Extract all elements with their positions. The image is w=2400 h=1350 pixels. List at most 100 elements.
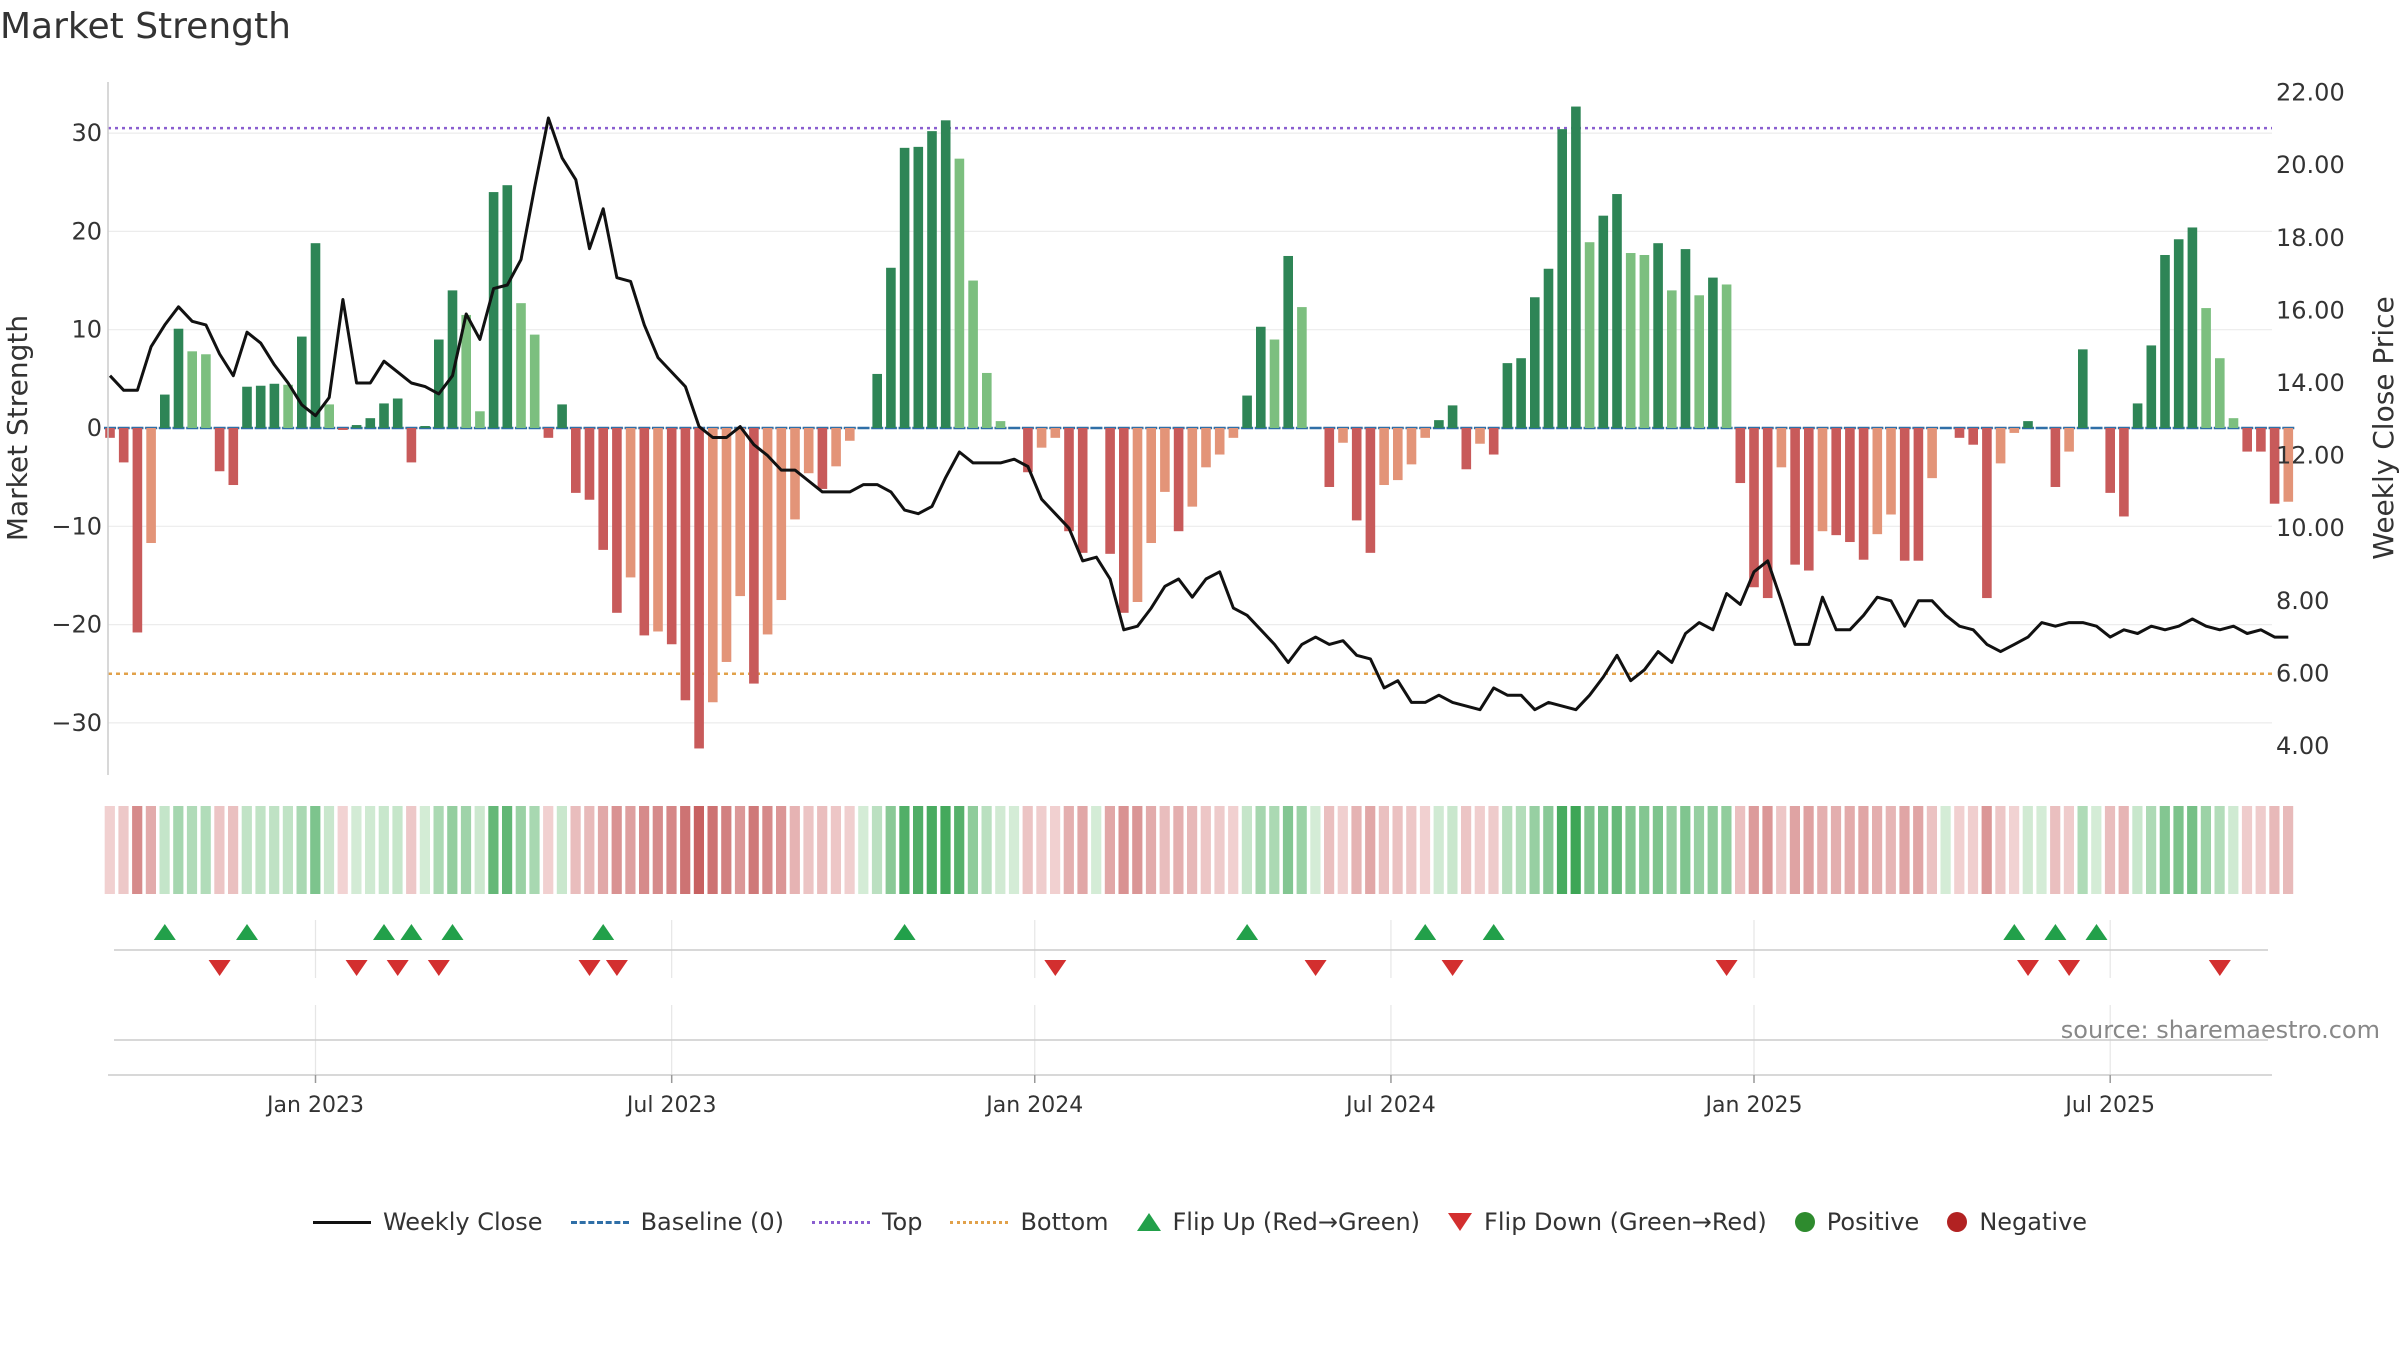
heat-cell: [255, 806, 266, 894]
heat-cell: [1721, 806, 1732, 894]
heat-cell: [351, 806, 362, 894]
heat-cell: [967, 806, 978, 894]
legend-line-icon: [312, 1220, 371, 1224]
heat-cell: [1118, 806, 1129, 894]
heat-cell: [1885, 806, 1896, 894]
strength-bar: [1201, 428, 1211, 468]
heat-cell: [1488, 806, 1499, 894]
strength-bar: [2050, 428, 2061, 487]
strength-bar: [1269, 339, 1280, 428]
strength-bar: [1995, 428, 2006, 464]
heat-cell: [104, 806, 115, 894]
heat-cell: [296, 806, 307, 894]
heat-cell: [707, 806, 718, 894]
green-dot-icon: [1794, 1212, 1815, 1232]
heat-cell: [680, 806, 691, 894]
heat-cell: [474, 806, 485, 894]
legend-label: Negative: [1979, 1208, 2088, 1236]
heat-cell: [1050, 806, 1061, 894]
strength-bar: [1050, 428, 1061, 438]
strength-bar: [1119, 428, 1129, 613]
flip-up-marker: [1414, 924, 1437, 940]
legend-dotted-icon: [811, 1220, 870, 1224]
strength-bar: [420, 426, 430, 428]
heat-cell: [460, 806, 472, 894]
heat-cell: [1036, 806, 1047, 894]
heat-cell: [817, 806, 828, 894]
strength-bar: [297, 336, 307, 428]
heat-cell: [1255, 806, 1266, 894]
flip-markers: [114, 924, 2268, 1041]
heat-cell: [570, 806, 581, 894]
strength-bar: [516, 303, 526, 428]
strength-bar: [529, 334, 540, 428]
heat-cell: [1502, 806, 1513, 894]
flip-down-marker: [605, 960, 628, 976]
heat-cell: [1967, 806, 1979, 894]
strength-bar: [639, 428, 650, 636]
strength-bar: [1653, 243, 1663, 428]
strength-bar: [1584, 242, 1595, 428]
strength-bar: [201, 354, 211, 428]
heat-cell: [488, 806, 499, 894]
heat-cell: [1351, 806, 1362, 894]
weekly-close-line: [108, 116, 2289, 712]
heat-cell: [871, 806, 883, 894]
flip-down-marker: [345, 960, 368, 976]
strength-bar: [2187, 227, 2198, 428]
heat-cell: [1899, 806, 1910, 894]
left-tick-label: 10: [71, 316, 102, 344]
x-tick-label: Jan 2024: [984, 1093, 1083, 1118]
heat-cell: [899, 806, 910, 894]
strength-bar: [735, 428, 745, 597]
heat-cell: [515, 806, 526, 894]
strength-bar: [1721, 284, 1732, 428]
strength-bar: [1283, 255, 1293, 428]
heat-cell: [1954, 806, 1965, 894]
strength-bar: [269, 383, 280, 428]
left-axis: 30 20 10 0 −10 −20 −30: [51, 82, 109, 775]
strength-bar: [434, 339, 444, 428]
heat-cell: [132, 806, 143, 894]
flip-up-marker: [236, 924, 258, 940]
right-tick-label: 16.00: [2276, 296, 2345, 324]
heat-cell: [365, 806, 376, 894]
legend-item-positive: Positive: [1794, 1208, 1919, 1236]
strength-bar: [1420, 428, 1430, 438]
strength-bar: [1475, 428, 1485, 444]
strength-bar: [625, 428, 636, 578]
right-tick-label: 22.00: [2276, 79, 2345, 107]
heat-cell: [1926, 806, 1937, 894]
strength-bar: [708, 428, 718, 703]
strength-bar: [817, 428, 828, 489]
strength-bar: [1516, 358, 1526, 428]
strength-bar: [1365, 428, 1376, 553]
heat-cell: [241, 806, 252, 894]
strength-bar: [1502, 363, 1513, 428]
heat-cell: [844, 806, 855, 894]
flip-up-marker: [2044, 924, 2067, 940]
right-tick-label: 8.00: [2276, 587, 2329, 615]
flip-down-marker: [1441, 960, 1464, 976]
strength-bar: [1749, 428, 1759, 588]
strength-bar: [1776, 428, 1787, 468]
heat-cell: [1159, 806, 1170, 894]
strength-bar: [365, 418, 376, 428]
heat-cell: [1241, 806, 1252, 894]
flip-down-marker: [2017, 960, 2039, 976]
flip-up-marker: [373, 924, 395, 940]
strength-bar: [1639, 254, 1650, 428]
strength-bar: [310, 243, 321, 428]
heat-cell: [1324, 806, 1335, 894]
strength-bar: [1543, 268, 1554, 428]
right-tick-label: 6.00: [2276, 659, 2329, 687]
heat-cell: [2241, 806, 2253, 894]
heat-cell: [776, 806, 787, 894]
strength-bar: [721, 428, 732, 662]
heat-cell: [1543, 806, 1554, 894]
strength-bar: [1406, 428, 1417, 465]
strength-bar: [283, 384, 293, 428]
heat-cell: [1187, 806, 1198, 894]
strength-bar: [1393, 428, 1403, 481]
heat-cell: [1817, 806, 1828, 894]
